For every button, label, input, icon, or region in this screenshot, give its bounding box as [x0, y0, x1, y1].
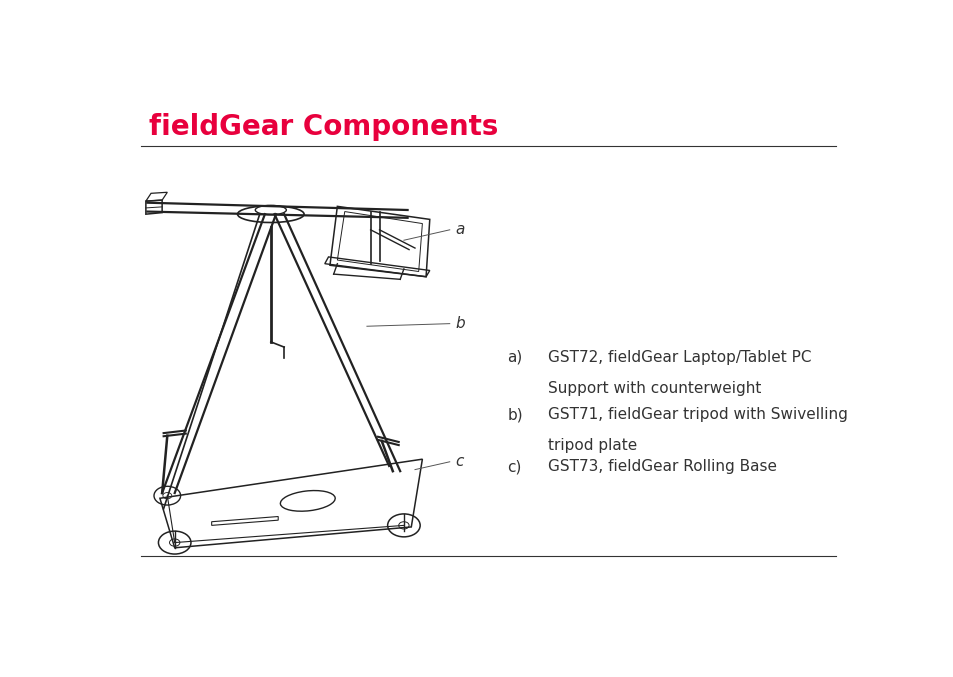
Text: Support with counterweight: Support with counterweight: [547, 381, 760, 396]
Text: a: a: [456, 222, 464, 238]
Text: tripod plate: tripod plate: [547, 438, 637, 454]
Text: b): b): [507, 407, 522, 422]
Text: c: c: [456, 454, 463, 469]
Text: GST71, fieldGear tripod with Swivelling: GST71, fieldGear tripod with Swivelling: [547, 407, 847, 422]
Text: GST73, fieldGear Rolling Base: GST73, fieldGear Rolling Base: [547, 459, 777, 474]
Text: GST72, fieldGear Laptop/Tablet PC: GST72, fieldGear Laptop/Tablet PC: [547, 350, 811, 365]
Text: c): c): [507, 459, 521, 474]
Text: b: b: [456, 316, 465, 331]
Text: fieldGear Components: fieldGear Components: [149, 112, 497, 141]
Text: a): a): [507, 350, 522, 365]
